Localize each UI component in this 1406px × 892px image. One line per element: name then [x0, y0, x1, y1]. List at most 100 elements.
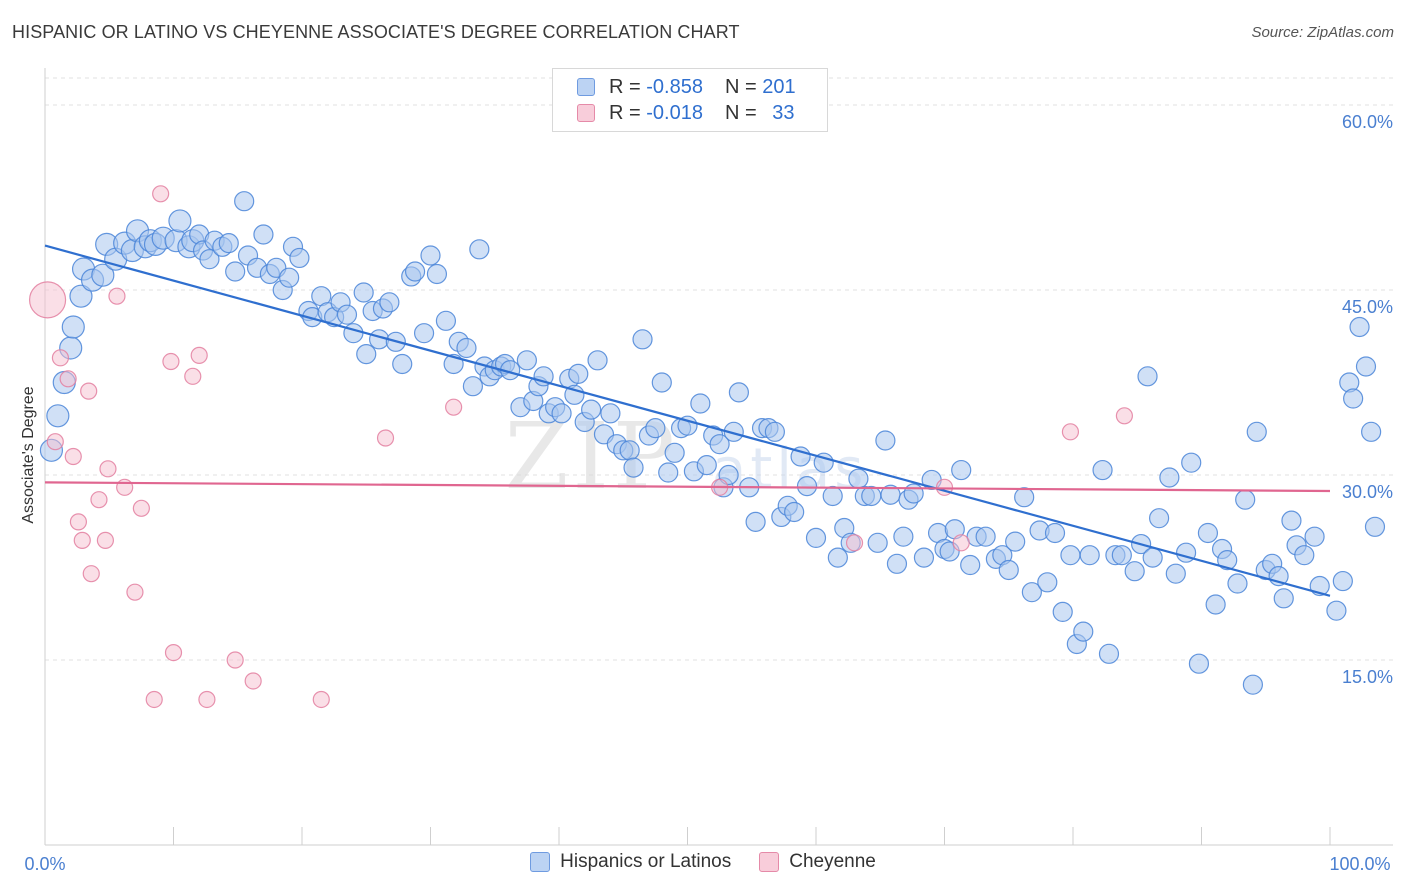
r-value: -0.018 [646, 101, 703, 124]
n-label: N = [724, 75, 763, 98]
point-cheyenne-0 [28, 281, 67, 319]
point-hispanic-187 [1294, 545, 1315, 566]
point-hispanic-160 [1098, 643, 1120, 664]
point-hispanic-144 [975, 526, 996, 547]
point-hispanic-122 [827, 547, 848, 568]
point-hispanic-158 [1079, 545, 1100, 566]
point-hispanic-157 [1073, 621, 1094, 642]
point-hispanic-174 [1205, 594, 1226, 615]
point-cheyenne-26 [376, 429, 395, 447]
point-hispanic-1 [46, 404, 70, 428]
y-tick-label-1: 30.0% [1342, 482, 1393, 502]
point-hispanic-96 [658, 462, 679, 483]
point-hispanic-125 [848, 468, 869, 489]
point-hispanic-52 [379, 292, 400, 313]
point-hispanic-65 [469, 239, 490, 260]
point-hispanic-82 [568, 363, 589, 384]
point-hispanic-54 [392, 353, 413, 375]
trend-line-cheyenne [44, 481, 1331, 493]
source-label: Source: ZipAtlas.com [1251, 24, 1394, 41]
point-hispanic-73 [516, 350, 537, 371]
point-cheyenne-17 [152, 185, 170, 203]
point-cheyenne-27 [445, 398, 463, 416]
point-hispanic-90 [619, 440, 640, 461]
point-hispanic-165 [1137, 366, 1158, 387]
point-cheyenne-8 [82, 565, 100, 583]
point-cheyenne-31 [952, 534, 970, 552]
point-hispanic-119 [805, 527, 827, 549]
point-hispanic-185 [1281, 510, 1302, 531]
point-cheyenne-10 [96, 531, 114, 549]
point-hispanic-4 [61, 315, 85, 339]
point-hispanic-152 [1037, 572, 1058, 593]
point-hispanic-142 [960, 554, 981, 576]
point-hispanic-154 [1052, 601, 1073, 623]
point-hispanic-149 [1014, 487, 1035, 508]
point-hispanic-110 [745, 511, 766, 532]
point-hispanic-92 [632, 329, 653, 350]
point-hispanic-166 [1142, 547, 1163, 568]
point-cheyenne-22 [198, 690, 216, 709]
r-label: R = [609, 75, 647, 98]
point-hispanic-179 [1242, 674, 1264, 695]
x-tick-label-1: 100.0% [1329, 854, 1390, 874]
legend-item-hispanics[interactable]: Hispanics or Latinos [530, 851, 731, 873]
legend-row-cheyenne: R = -0.018 N = 33 [577, 101, 794, 125]
legend-series: Hispanics or Latinos Cheyenne [0, 851, 1406, 873]
point-hispanic-173 [1197, 522, 1219, 544]
y-tick-label-3: 60.0% [1342, 112, 1393, 132]
point-hispanic-184 [1273, 588, 1294, 609]
point-hispanic-38 [289, 247, 310, 269]
chart-title: HISPANIC OR LATINO VS CHEYENNE ASSOCIATE… [12, 22, 740, 42]
point-cheyenne-1 [46, 433, 64, 451]
n-label: N = [724, 101, 763, 124]
point-hispanic-118 [796, 476, 818, 497]
point-hispanic-176 [1217, 549, 1238, 571]
point-hispanic-128 [867, 532, 888, 553]
point-hispanic-169 [1165, 563, 1186, 584]
legend-item-cheyenne[interactable]: Cheyenne [759, 851, 876, 873]
point-hispanic-45 [336, 304, 358, 325]
point-hispanic-28 [225, 261, 246, 282]
tick-labels: 15.0% 30.0% 45.0% 60.0% 0.0% 100.0% [24, 112, 1393, 874]
y-tick-label-0: 15.0% [1342, 667, 1393, 687]
point-hispanic-193 [1343, 388, 1364, 409]
y-axis-label: Associate's Degree [20, 386, 37, 523]
point-hispanic-150 [1021, 582, 1042, 603]
point-hispanic-159 [1092, 459, 1113, 481]
point-cheyenne-18 [162, 352, 180, 371]
gridlines [45, 77, 1393, 661]
point-hispanic-188 [1304, 526, 1325, 547]
legend-label-hispanics: Hispanics or Latinos [560, 851, 732, 872]
x-tick-label-0: 0.0% [24, 854, 65, 874]
swatch-blue [577, 78, 595, 96]
point-hispanic-5 [69, 284, 93, 308]
point-cheyenne-29 [845, 534, 864, 552]
legend-swatch-pink [759, 852, 780, 872]
point-hispanic-104 [709, 434, 730, 455]
point-cheyenne-12 [108, 287, 126, 305]
point-hispanic-63 [456, 337, 477, 359]
r-label: R = [609, 101, 647, 124]
legend-label-cheyenne: Cheyenne [789, 851, 876, 872]
point-hispanic-162 [1111, 545, 1132, 566]
point-hispanic-46 [343, 323, 364, 344]
point-hispanic-177 [1227, 573, 1248, 594]
n-value: 201 [762, 75, 796, 98]
point-hispanic-135 [913, 547, 935, 568]
point-hispanic-108 [728, 382, 750, 403]
point-hispanic-8 [91, 263, 115, 287]
point-cheyenne-23 [226, 651, 244, 669]
point-hispanic-57 [413, 323, 435, 344]
point-hispanic-172 [1188, 653, 1210, 674]
point-hispanic-191 [1332, 570, 1353, 592]
point-hispanic-148 [1005, 531, 1026, 552]
point-cheyenne-20 [184, 367, 202, 385]
point-hispanic-113 [764, 421, 785, 442]
trend-line-hispanics [44, 244, 1331, 597]
watermark: ZIP atlas [505, 403, 868, 510]
point-hispanic-197 [1364, 516, 1386, 537]
point-hispanic-116 [784, 501, 805, 523]
r-value: -0.858 [646, 75, 703, 98]
point-hispanic-190 [1326, 600, 1347, 621]
